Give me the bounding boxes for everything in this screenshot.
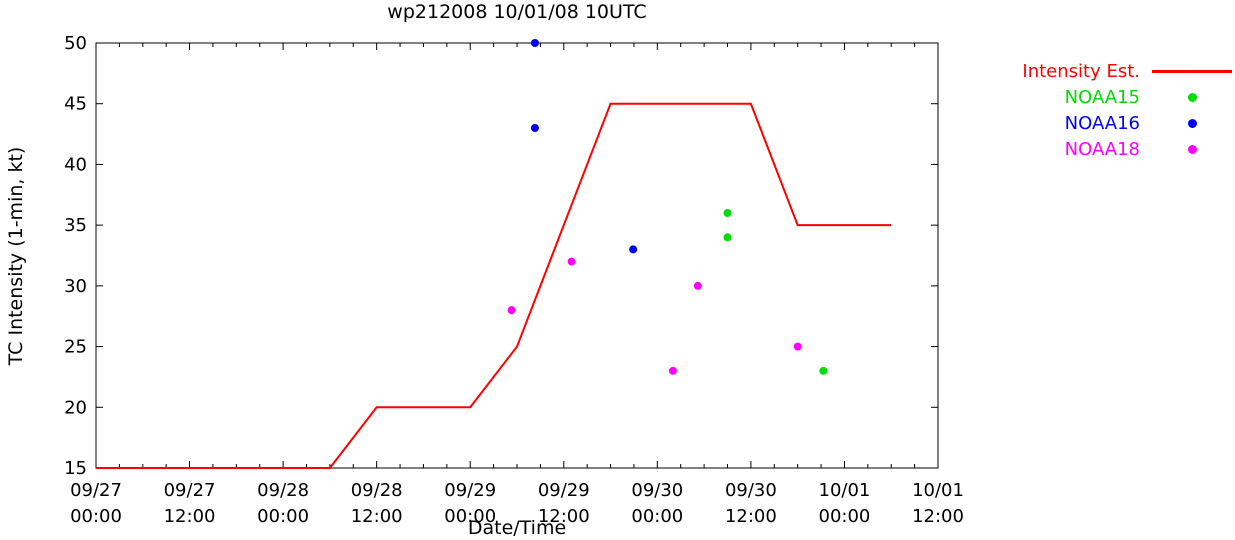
point-noaa18 — [668, 366, 677, 375]
point-noaa18 — [507, 306, 516, 315]
y-tick-label: 45 — [64, 94, 87, 115]
point-noaa18 — [567, 257, 576, 266]
intensity-line — [96, 102, 892, 469]
y-tick-label: 25 — [64, 337, 87, 358]
point-noaa18 — [693, 281, 702, 290]
x-tick-label: 09/29 12:00 — [538, 480, 590, 527]
y-tick-label: 30 — [64, 276, 87, 297]
x-tick-label: 09/30 12:00 — [725, 480, 777, 527]
x-axis-label: Date/Time — [467, 517, 567, 539]
x-tick-label: 09/27 00:00 — [70, 480, 122, 527]
point-noaa16 — [629, 245, 638, 254]
x-tick-label: 09/27 12:00 — [164, 480, 216, 527]
point-noaa15 — [723, 209, 732, 217]
point-noaa16 — [530, 39, 539, 47]
y-tick-label: 15 — [64, 458, 87, 479]
y-tick-label: 50 — [64, 33, 87, 54]
legend-item-noaa18: NOAA18 — [1022, 136, 1232, 162]
line-sample-icon — [1152, 65, 1232, 77]
legend-item-noaa16: NOAA16 — [1022, 110, 1232, 136]
legend-label: NOAA18 — [1064, 138, 1140, 160]
x-tick-label: 09/28 00:00 — [257, 480, 309, 527]
dot-sample-icon — [1152, 91, 1232, 103]
legend-label: NOAA15 — [1064, 86, 1140, 108]
x-tick-label: 10/01 00:00 — [819, 480, 871, 527]
dot-sample-icon — [1152, 143, 1232, 155]
dot-sample-icon — [1152, 117, 1232, 129]
legend-label: NOAA16 — [1064, 112, 1140, 134]
legend-item-intensity-est: Intensity Est. — [1022, 58, 1232, 84]
point-noaa16 — [530, 124, 539, 132]
legend: Intensity Est. NOAA15 NOAA16 NOAA18 — [1022, 58, 1232, 162]
chart-title: wp212008 10/01/08 10UTC — [387, 1, 647, 23]
x-tick-label: 09/29 00:00 — [444, 480, 496, 527]
x-tick-label: 09/28 12:00 — [351, 480, 403, 527]
y-tick-label: 20 — [64, 397, 87, 418]
x-tick-label: 09/30 00:00 — [631, 480, 683, 527]
x-tick-label: 10/01 12:00 — [912, 480, 964, 527]
legend-item-noaa15: NOAA15 — [1022, 84, 1232, 110]
point-noaa15 — [819, 366, 828, 375]
plot-border — [95, 42, 939, 469]
point-noaa18 — [793, 342, 802, 351]
y-tick-label: 35 — [64, 215, 87, 236]
point-noaa15 — [723, 233, 732, 242]
legend-label: Intensity Est. — [1022, 60, 1140, 82]
y-tick-label: 40 — [64, 154, 87, 175]
